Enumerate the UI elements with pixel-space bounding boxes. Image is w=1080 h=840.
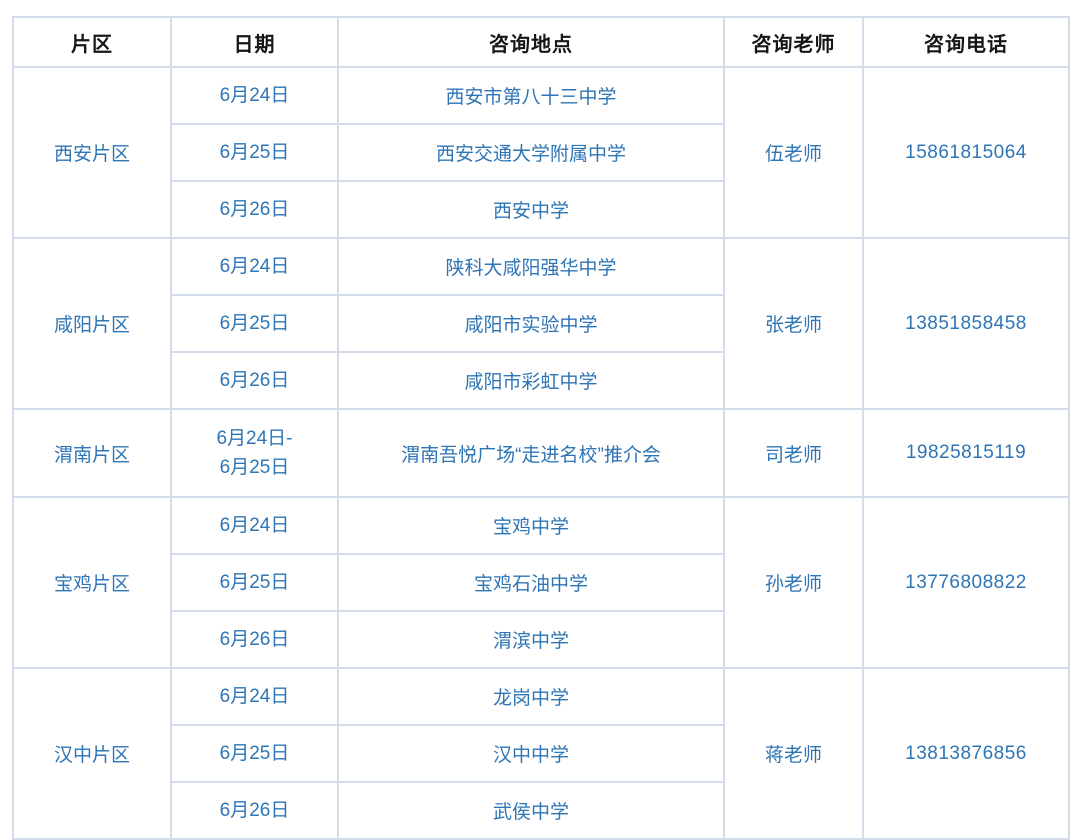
date-cell: 6月24日 — [170, 66, 339, 125]
phone-cell: 19825815119 — [862, 408, 1070, 498]
phone-cell: 13776808822 — [862, 496, 1070, 669]
phone-cell: 13851858458 — [862, 237, 1070, 410]
table-row: 渭南片区 6月24日- 6月25日 渭南吾悦广场“走进名校”推介会 司老师 19… — [12, 408, 1070, 498]
column-header-teacher: 咨询老师 — [723, 16, 864, 68]
table-row: 6月25日 宝鸡石油中学 — [13, 553, 1069, 612]
location-cell: 西安中学 — [337, 180, 725, 239]
region-cell: 汉中片区 — [12, 667, 172, 840]
column-header-location: 咨询地点 — [337, 16, 725, 68]
location-cell: 宝鸡石油中学 — [337, 553, 725, 612]
location-cell: 汉中中学 — [337, 724, 725, 783]
date-cell: 6月24日 — [170, 496, 339, 555]
date-cell: 6月24日 — [170, 237, 339, 296]
location-cell: 西安交通大学附属中学 — [337, 123, 725, 182]
location-cell: 西安市第八十三中学 — [337, 66, 725, 125]
column-header-region: 片区 — [12, 16, 172, 68]
date-cell: 6月25日 — [170, 123, 339, 182]
location-cell: 武侯中学 — [337, 781, 725, 840]
table-row: 6月26日 西安中学 — [13, 180, 1069, 239]
table-row: 西安片区 6月24日 西安市第八十三中学 伍老师 15861815064 — [12, 66, 1070, 239]
date-cell: 6月25日 — [170, 724, 339, 783]
date-cell: 6月24日- 6月25日 — [170, 408, 339, 498]
date-cell: 6月26日 — [170, 610, 339, 669]
teacher-cell: 张老师 — [723, 237, 864, 410]
region-cell: 西安片区 — [12, 66, 172, 239]
header-row: 片区 日期 咨询地点 咨询老师 咨询电话 — [12, 16, 1070, 68]
phone-cell: 13813876856 — [862, 667, 1070, 840]
location-cell: 渭南吾悦广场“走进名校”推介会 — [337, 408, 725, 498]
teacher-cell: 司老师 — [723, 408, 864, 498]
table-row: 咸阳片区 6月24日 陕科大咸阳强华中学 张老师 13851858458 — [12, 237, 1070, 410]
date-cell: 6月26日 — [170, 180, 339, 239]
date-cell: 6月24日 — [170, 667, 339, 726]
location-cell: 渭滨中学 — [337, 610, 725, 669]
date-cell: 6月26日 — [170, 781, 339, 840]
teacher-cell: 蒋老师 — [723, 667, 864, 840]
location-cell: 陕科大咸阳强华中学 — [337, 237, 725, 296]
location-cell: 宝鸡中学 — [337, 496, 725, 555]
region-cell: 渭南片区 — [12, 408, 172, 498]
phone-cell: 15861815064 — [862, 66, 1070, 239]
date-cell: 6月26日 — [170, 351, 339, 410]
consultation-schedule-table: 片区 日期 咨询地点 咨询老师 咨询电话 西安片区 6月24日 西安市第八十三中… — [12, 16, 1070, 840]
date-cell: 6月25日 — [170, 553, 339, 612]
table-row: 6月25日 西安交通大学附属中学 — [13, 123, 1069, 182]
teacher-cell: 孙老师 — [723, 496, 864, 669]
column-header-date: 日期 — [170, 16, 339, 68]
table-row: 6月26日 武侯中学 — [13, 781, 1069, 840]
location-cell: 咸阳市实验中学 — [337, 294, 725, 353]
table-row: 宝鸡片区 6月24日 宝鸡中学 孙老师 13776808822 — [12, 496, 1070, 669]
region-cell: 咸阳片区 — [12, 237, 172, 410]
column-header-phone: 咨询电话 — [862, 16, 1070, 68]
table-row: 6月26日 咸阳市彩虹中学 — [13, 351, 1069, 410]
region-cell: 宝鸡片区 — [12, 496, 172, 669]
location-cell: 龙岗中学 — [337, 667, 725, 726]
table-row: 汉中片区 6月24日 龙岗中学 蒋老师 13813876856 — [12, 667, 1070, 840]
table-row: 6月25日 咸阳市实验中学 — [13, 294, 1069, 353]
date-cell: 6月25日 — [170, 294, 339, 353]
table-row: 6月26日 渭滨中学 — [13, 610, 1069, 669]
location-cell: 咸阳市彩虹中学 — [337, 351, 725, 410]
teacher-cell: 伍老师 — [723, 66, 864, 239]
table-row: 6月25日 汉中中学 — [13, 724, 1069, 783]
